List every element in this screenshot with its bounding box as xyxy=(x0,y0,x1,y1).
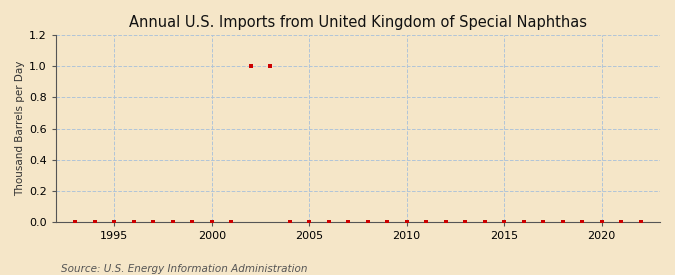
Y-axis label: Thousand Barrels per Day: Thousand Barrels per Day xyxy=(15,61,25,196)
Text: Source: U.S. Energy Information Administration: Source: U.S. Energy Information Administ… xyxy=(61,264,307,274)
Title: Annual U.S. Imports from United Kingdom of Special Naphthas: Annual U.S. Imports from United Kingdom … xyxy=(129,15,587,30)
